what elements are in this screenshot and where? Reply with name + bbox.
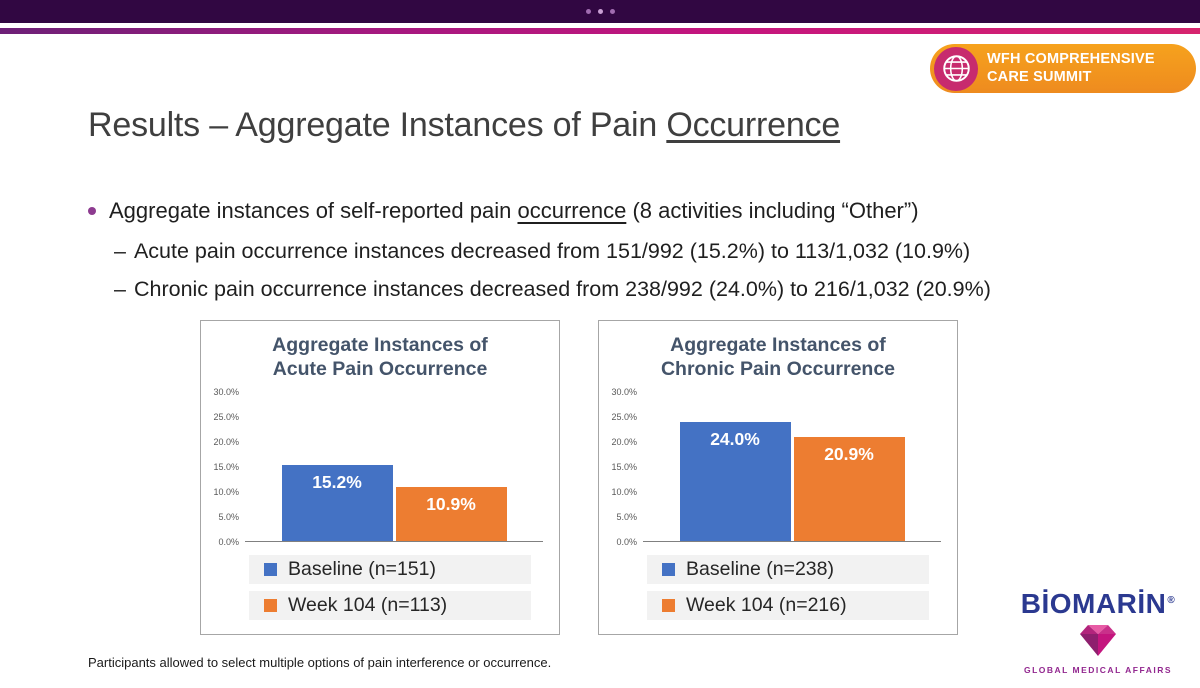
summit-badge-text: WFH COMPREHENSIVE CARE SUMMIT: [987, 51, 1155, 86]
legend-label: Baseline (n=151): [288, 557, 436, 580]
y-tick-label: 20.0%: [611, 436, 637, 447]
wfh-summit-badge: WFH COMPREHENSIVE CARE SUMMIT: [930, 44, 1196, 93]
legend-label: Baseline (n=238): [686, 557, 834, 580]
bar-baseline: 15.2%: [281, 465, 393, 541]
dash-marker: –: [114, 239, 126, 263]
title-text: Results – Aggregate Instances of Pain: [88, 106, 667, 144]
chart-title: Aggregate Instances of Acute Pain Occurr…: [272, 334, 488, 381]
bar-week104: 20.9%: [793, 436, 905, 541]
y-tick-label: 5.0%: [616, 511, 637, 522]
page-title: Results – Aggregate Instances of Pain Oc…: [88, 106, 1128, 145]
y-tick-label: 15.0%: [611, 461, 637, 472]
y-tick-label: 30.0%: [611, 386, 637, 397]
plot-row: 30.0% 25.0% 20.0% 15.0% 10.0% 5.0% 0.0% 24.0% 2…: [599, 387, 957, 547]
bar-value-label: 20.9%: [824, 443, 874, 464]
y-tick-label: 15.0%: [213, 461, 239, 472]
legend-swatch: [264, 598, 277, 612]
legend-swatch: [662, 562, 675, 576]
chart-title: Aggregate Instances of Chronic Pain Occu…: [660, 334, 896, 381]
legend-item: Baseline (n=238): [647, 554, 929, 584]
sub-bullet-acute: – Acute pain occurrence instances decreas…: [114, 239, 1154, 264]
top-bar: [0, 0, 1200, 23]
y-tick-label: 10.0%: [213, 486, 239, 497]
plot-row: 30.0% 25.0% 20.0% 15.0% 10.0% 5.0% 0.0% 15.2% 1…: [201, 387, 559, 547]
bullet-dot-icon: [88, 207, 96, 215]
y-tick-label: 25.0%: [611, 411, 637, 422]
dot-icon: [609, 9, 615, 14]
legend-label: Week 104 (n=113): [288, 593, 448, 616]
sub-bullet-chronic: – Chronic pain occurrence instances decre…: [114, 277, 1154, 302]
bar-week104: 10.9%: [395, 486, 507, 541]
summit-badge-line2: CARE SUMMIT: [987, 68, 1092, 85]
sub-bullet-text: Chronic pain occurrence instances decrea…: [133, 277, 991, 301]
bar-baseline: 24.0%: [679, 421, 791, 541]
chart-panel-acute: Aggregate Instances of Acute Pain Occurr…: [200, 320, 560, 635]
legend: Baseline (n=238) Week 104 (n=216): [647, 554, 929, 620]
bullet-text: Aggregate instances of self-reported pai…: [109, 198, 919, 223]
y-tick-label: 10.0%: [611, 486, 637, 497]
plot-area: 15.2% 10.9%: [245, 392, 543, 542]
y-tick-label: 0.0%: [616, 536, 637, 547]
legend-item: Week 104 (n=216): [647, 590, 929, 620]
dot-icon: [585, 9, 591, 14]
dash-marker: –: [114, 277, 126, 301]
bar-value-label: 24.0%: [710, 428, 760, 449]
legend-item: Week 104 (n=113): [249, 590, 531, 620]
biomarin-wordmark: BİOMARİN®: [1020, 588, 1176, 619]
y-tick-label: 20.0%: [213, 436, 239, 447]
legend: Baseline (n=151) Week 104 (n=113): [249, 554, 531, 620]
y-tick-label: 30.0%: [213, 386, 239, 397]
legend-item: Baseline (n=151): [249, 554, 531, 584]
legend-label: Week 104 (n=216): [686, 593, 847, 616]
registered-mark: ®: [1167, 594, 1176, 606]
title-underlined-text: Occurrence: [666, 106, 841, 144]
footnote: Participants allowed to select multiple …: [88, 655, 552, 670]
biomarin-logo: BİOMARİN® GLOBAL MEDICAL AFFAIRS: [1010, 588, 1186, 676]
bullet-item: Aggregate instances of self-reported pai…: [88, 198, 1148, 224]
chart-panel-chronic: Aggregate Instances of Chronic Pain Occu…: [598, 320, 958, 635]
y-tick-label: 5.0%: [218, 511, 239, 522]
legend-swatch: [264, 562, 277, 576]
y-tick-label: 0.0%: [218, 536, 239, 547]
y-tick-label: 25.0%: [213, 411, 239, 422]
biomarin-tagline: GLOBAL MEDICAL AFFAIRS: [1023, 665, 1173, 675]
bar-value-label: 15.2%: [312, 472, 362, 493]
dot-icon: [597, 9, 603, 14]
chart-panels: Aggregate Instances of Acute Pain Occurr…: [200, 320, 958, 635]
summit-badge-line1: WFH COMPREHENSIVE: [987, 51, 1155, 68]
legend-swatch: [662, 598, 675, 612]
biomarin-gem-icon: [1010, 620, 1186, 663]
bar-value-label: 10.9%: [426, 493, 476, 514]
globe-icon: [934, 46, 978, 91]
sub-bullet-text: Acute pain occurrence instances decrease…: [133, 239, 971, 263]
plot-area: 24.0% 20.9%: [643, 392, 941, 542]
y-axis-ticks: 30.0% 25.0% 20.0% 15.0% 10.0% 5.0% 0.0%: [599, 387, 643, 547]
y-axis-ticks: 30.0% 25.0% 20.0% 15.0% 10.0% 5.0% 0.0%: [201, 387, 245, 547]
accent-stripe: [0, 28, 1200, 34]
